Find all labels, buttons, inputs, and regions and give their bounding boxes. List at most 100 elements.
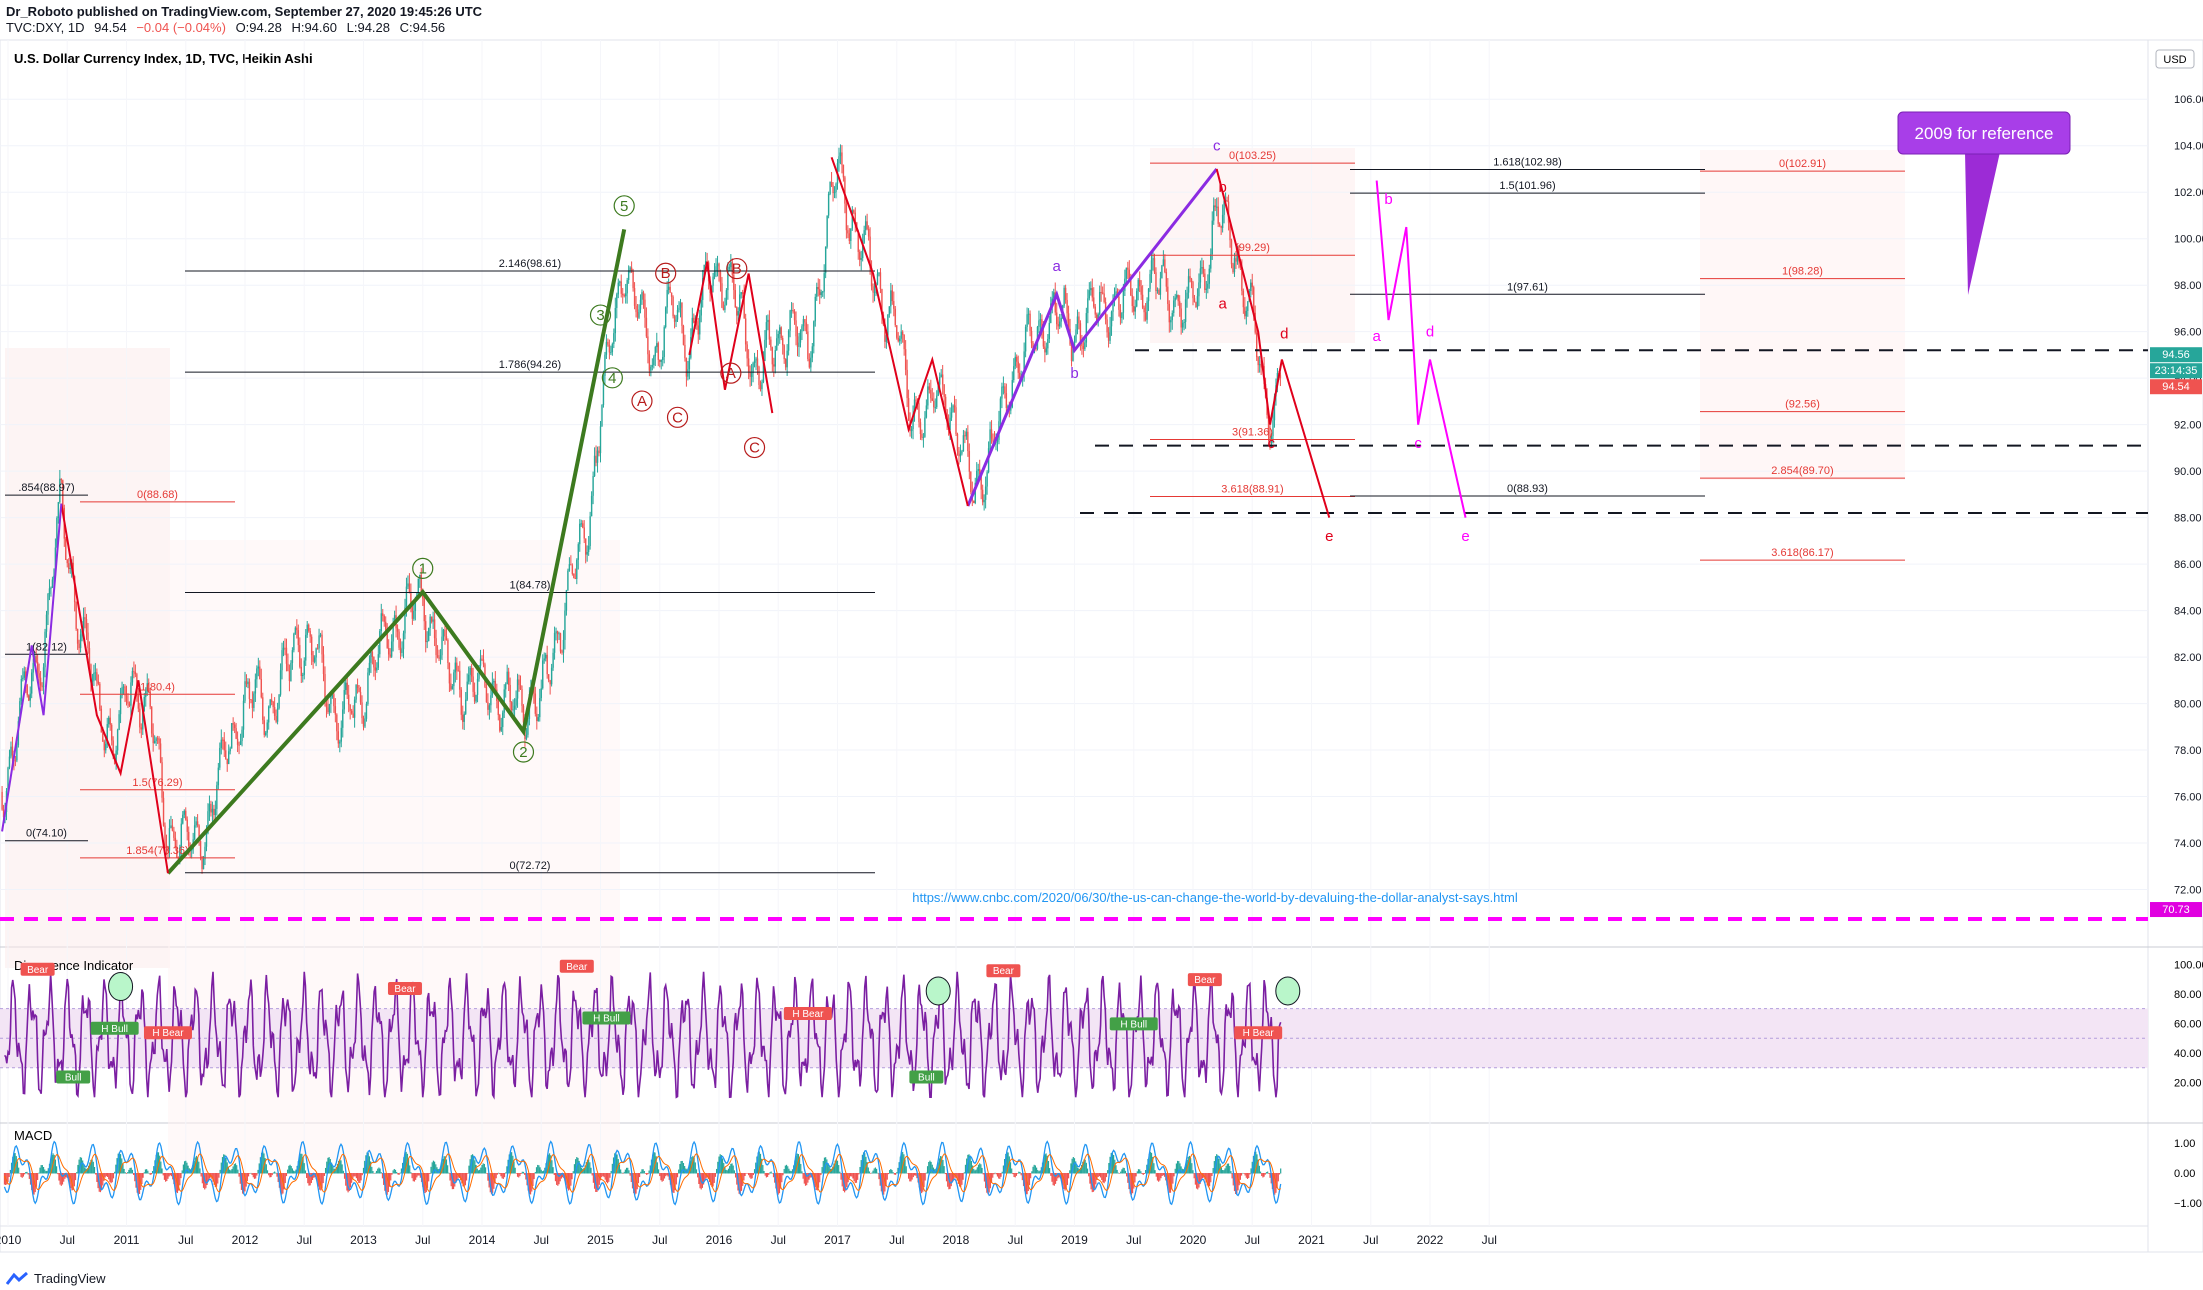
macd-histogram-bar xyxy=(758,1151,760,1174)
candle-body xyxy=(848,233,851,241)
candle-body xyxy=(1207,283,1209,289)
macd-histogram-bar xyxy=(1017,1173,1019,1174)
macd-histogram-bar xyxy=(652,1154,654,1174)
macd-histogram-bar xyxy=(852,1173,854,1179)
candle-body xyxy=(1204,273,1206,290)
macd-histogram-bar xyxy=(149,1173,151,1175)
macd-histogram-bar xyxy=(186,1162,188,1174)
candle-body xyxy=(411,605,414,619)
price-tick-label: 80.00 xyxy=(2174,699,2202,711)
candle-body xyxy=(499,715,501,731)
candle-body xyxy=(607,341,609,345)
macd-histogram-bar xyxy=(151,1171,154,1174)
macd-histogram-bar xyxy=(657,1169,660,1174)
divergence-tick-label: 60.00 xyxy=(2174,1018,2202,1030)
macd-histogram-bar xyxy=(256,1173,258,1176)
macd-histogram-bar xyxy=(332,1166,334,1174)
candle-body xyxy=(327,707,329,713)
candle-body xyxy=(777,334,779,339)
macd-histogram-bar xyxy=(1213,1161,1215,1174)
candle-body xyxy=(96,672,98,682)
macd-histogram-bar xyxy=(1083,1159,1085,1174)
macd-histogram-bar xyxy=(211,1173,213,1179)
macd-histogram-bar xyxy=(937,1162,939,1174)
macd-histogram-bar xyxy=(101,1173,103,1190)
macd-histogram-bar xyxy=(790,1171,792,1174)
candle-body xyxy=(220,739,222,748)
time-tick-label: 2015 xyxy=(587,1233,614,1247)
macd-histogram-bar xyxy=(1160,1173,1162,1179)
signal-badge-label: Bear xyxy=(1194,975,1216,986)
macd-histogram-bar xyxy=(272,1172,275,1174)
macd-histogram-bar xyxy=(1032,1166,1034,1174)
macd-histogram-bar xyxy=(335,1166,337,1174)
candle-body xyxy=(76,628,79,644)
candle-body xyxy=(924,417,926,437)
candle-body xyxy=(663,327,665,358)
article-link[interactable]: https://www.cnbc.com/2020/06/30/the-us-c… xyxy=(912,890,1518,905)
macd-histogram-bar xyxy=(761,1158,763,1174)
green-wave-label: 3 xyxy=(596,307,604,324)
candle-body xyxy=(1050,303,1052,323)
macd-histogram-bar xyxy=(208,1173,211,1179)
macd-histogram-bar xyxy=(777,1173,779,1195)
price-change: −0.04 (−0.04%) xyxy=(136,20,226,35)
candle-body xyxy=(1042,331,1045,347)
signal-badge-label: H Bull xyxy=(593,1013,620,1024)
candle-body xyxy=(744,318,747,345)
macd-histogram-bar xyxy=(454,1173,456,1187)
macd-histogram-bar xyxy=(1101,1173,1103,1180)
macd-histogram-bar xyxy=(307,1173,309,1184)
candle-body xyxy=(250,699,252,701)
macd-histogram-bar xyxy=(913,1173,916,1176)
macd-histogram-bar xyxy=(629,1173,631,1176)
candle-body xyxy=(413,610,415,619)
candle-body xyxy=(426,641,428,643)
candle-body xyxy=(776,338,778,351)
candle-body xyxy=(1190,278,1193,283)
macd-histogram-bar xyxy=(243,1173,245,1195)
candle-body xyxy=(235,728,237,739)
macd-histogram-bar xyxy=(694,1162,696,1174)
macd-pane: 1.000.00−1.00 xyxy=(3,1138,2202,1210)
macd-histogram-bar xyxy=(1276,1173,1278,1188)
macd-histogram-bar xyxy=(598,1173,600,1185)
candle-body xyxy=(91,680,94,682)
candle-body xyxy=(8,756,11,768)
green-wave-label-circle xyxy=(601,367,623,389)
fib-label: 0(102.91) xyxy=(1779,158,1826,170)
reference-callout[interactable]: 2009 for reference xyxy=(1897,111,2071,295)
macd-histogram-bar xyxy=(618,1164,621,1174)
fib-label: 1.5(76.29) xyxy=(132,777,182,789)
macd-histogram-bar xyxy=(252,1173,254,1178)
macd-histogram-bar xyxy=(53,1154,55,1174)
macd-histogram-bar xyxy=(780,1173,782,1189)
candle-body xyxy=(410,593,412,606)
currency-badge[interactable]: USD xyxy=(2155,49,2195,69)
candle-body xyxy=(681,302,683,326)
candle-body xyxy=(1150,260,1153,275)
macd-histogram-bar xyxy=(477,1170,480,1174)
candle-body xyxy=(984,486,987,500)
macd-histogram-bar xyxy=(265,1164,267,1174)
macd-histogram-bar xyxy=(150,1173,152,1175)
macd-histogram-bar xyxy=(475,1164,477,1174)
symbol-label[interactable]: TVC:DXY, 1D xyxy=(6,20,85,35)
macd-histogram-bar xyxy=(932,1167,935,1174)
candle-body xyxy=(1048,322,1051,339)
candle-body xyxy=(57,502,60,519)
candle-body xyxy=(727,268,729,291)
abc-wave-label-circle xyxy=(726,257,748,280)
macd-histogram-bar xyxy=(755,1162,757,1174)
macd-histogram-bar xyxy=(887,1173,890,1175)
candle-body xyxy=(350,710,353,714)
candle-body xyxy=(254,679,257,694)
last-price: 94.54 xyxy=(94,20,127,35)
candle-body xyxy=(29,693,31,701)
candle-body xyxy=(814,296,816,322)
macd-histogram-bar xyxy=(55,1166,58,1174)
candle-body xyxy=(885,335,888,342)
candle-body xyxy=(367,672,369,704)
